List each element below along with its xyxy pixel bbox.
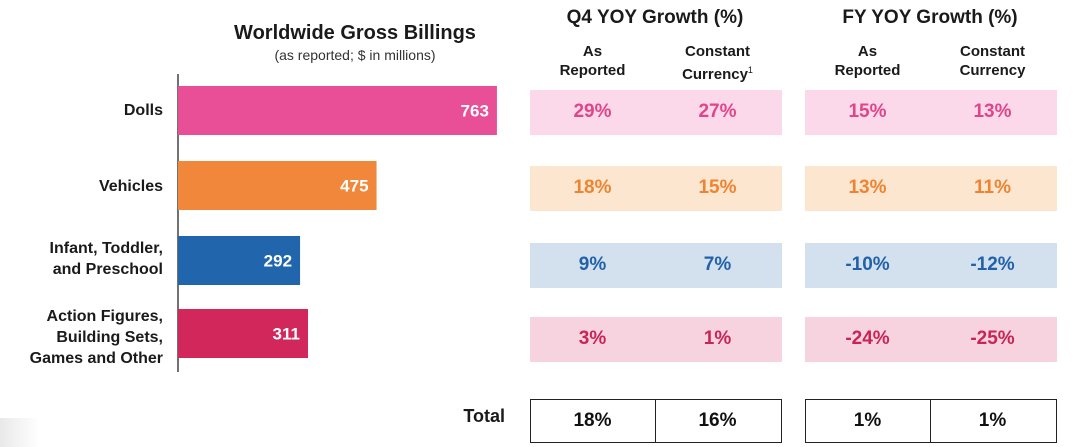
header-line: Constant — [960, 43, 1025, 60]
q4-total-divider — [655, 399, 656, 443]
fy-growth-title: FY YOY Growth (%) — [842, 7, 1018, 28]
header-line: Constant — [685, 43, 750, 60]
bar — [178, 309, 308, 358]
row-band — [805, 317, 1057, 362]
category-label: Infant, Toddler, and Preschool — [5, 238, 163, 280]
header-line: Reported — [834, 62, 901, 79]
growth-value: -24% — [845, 328, 890, 349]
category-label-line: Games and Other — [29, 349, 163, 367]
header-line: Reported — [559, 62, 626, 79]
fy-total-box — [805, 399, 1057, 443]
category-label-line: Building Sets, — [56, 328, 163, 346]
row-band — [805, 90, 1057, 135]
growth-value: -25% — [970, 328, 1015, 349]
bar — [178, 161, 377, 210]
row-band — [530, 90, 782, 135]
fy-constant-currency-header: Constant Currency — [930, 42, 1055, 80]
gross-billings-bar-chart: 763 475 292 311 — [177, 74, 497, 372]
chart-title: Worldwide Gross Billings — [234, 22, 476, 44]
growth-value: 27% — [698, 101, 737, 122]
fy-as-reported-header: As Reported — [805, 42, 930, 80]
category-label: Action Figures, Building Sets, Games and O… — [5, 306, 163, 369]
growth-value: 13% — [848, 177, 887, 198]
row-band — [805, 243, 1057, 288]
header-line: As — [857, 43, 878, 60]
row-band — [530, 243, 782, 288]
corner-shadow — [0, 418, 40, 447]
category-label-line: and Preschool — [52, 261, 163, 278]
total-q4-constant-currency: 16% — [698, 410, 737, 431]
total-fy-as-reported: 1% — [853, 410, 882, 431]
growth-value: 1% — [703, 328, 732, 349]
q4-growth-title: Q4 YOY Growth (%) — [566, 7, 744, 28]
fy-total-divider — [930, 399, 931, 443]
growth-value: 11% — [974, 177, 1011, 198]
q4-total-box — [530, 399, 782, 443]
category-label-line: Dolls — [123, 101, 163, 119]
category-label: Dolls — [5, 100, 163, 121]
header-line: As — [582, 43, 603, 60]
bar-value-label: 763 — [461, 102, 489, 121]
header-line: Currency — [959, 62, 1026, 79]
category-label: Vehicles — [5, 176, 163, 197]
row-band — [530, 166, 782, 211]
growth-value: 15% — [848, 101, 887, 122]
header-line: Currency — [682, 66, 748, 83]
total-fy-constant-currency: 1% — [978, 410, 1007, 431]
growth-value: -12% — [970, 254, 1015, 275]
bar-value-label: 292 — [264, 252, 292, 271]
q4-as-reported-header: As Reported — [530, 42, 655, 80]
growth-value: 3% — [578, 328, 607, 349]
footnote-marker: 1 — [747, 65, 753, 75]
category-label-line: Infant, Toddler, — [49, 240, 163, 257]
bar — [178, 236, 301, 285]
bar — [178, 86, 497, 135]
growth-value: 9% — [578, 254, 607, 275]
growth-value: 29% — [573, 101, 612, 122]
category-label-line: Action Figures, — [46, 307, 163, 325]
growth-value: 15% — [698, 177, 737, 198]
total-q4-as-reported: 18% — [573, 410, 612, 431]
total-label: Total — [463, 406, 505, 426]
growth-value: 13% — [973, 101, 1012, 122]
bar-value-label: 475 — [340, 177, 368, 196]
growth-value: -10% — [845, 254, 890, 275]
chart-subtitle: (as reported; $ in millions) — [274, 47, 436, 63]
row-band — [530, 317, 782, 362]
category-label-line: Vehicles — [98, 177, 163, 195]
bar-value-label: 311 — [273, 325, 300, 344]
growth-value: 18% — [573, 177, 612, 198]
growth-value: 7% — [703, 254, 732, 275]
q4-constant-currency-header: Constant Currency1 — [655, 42, 780, 84]
row-band — [805, 166, 1057, 211]
